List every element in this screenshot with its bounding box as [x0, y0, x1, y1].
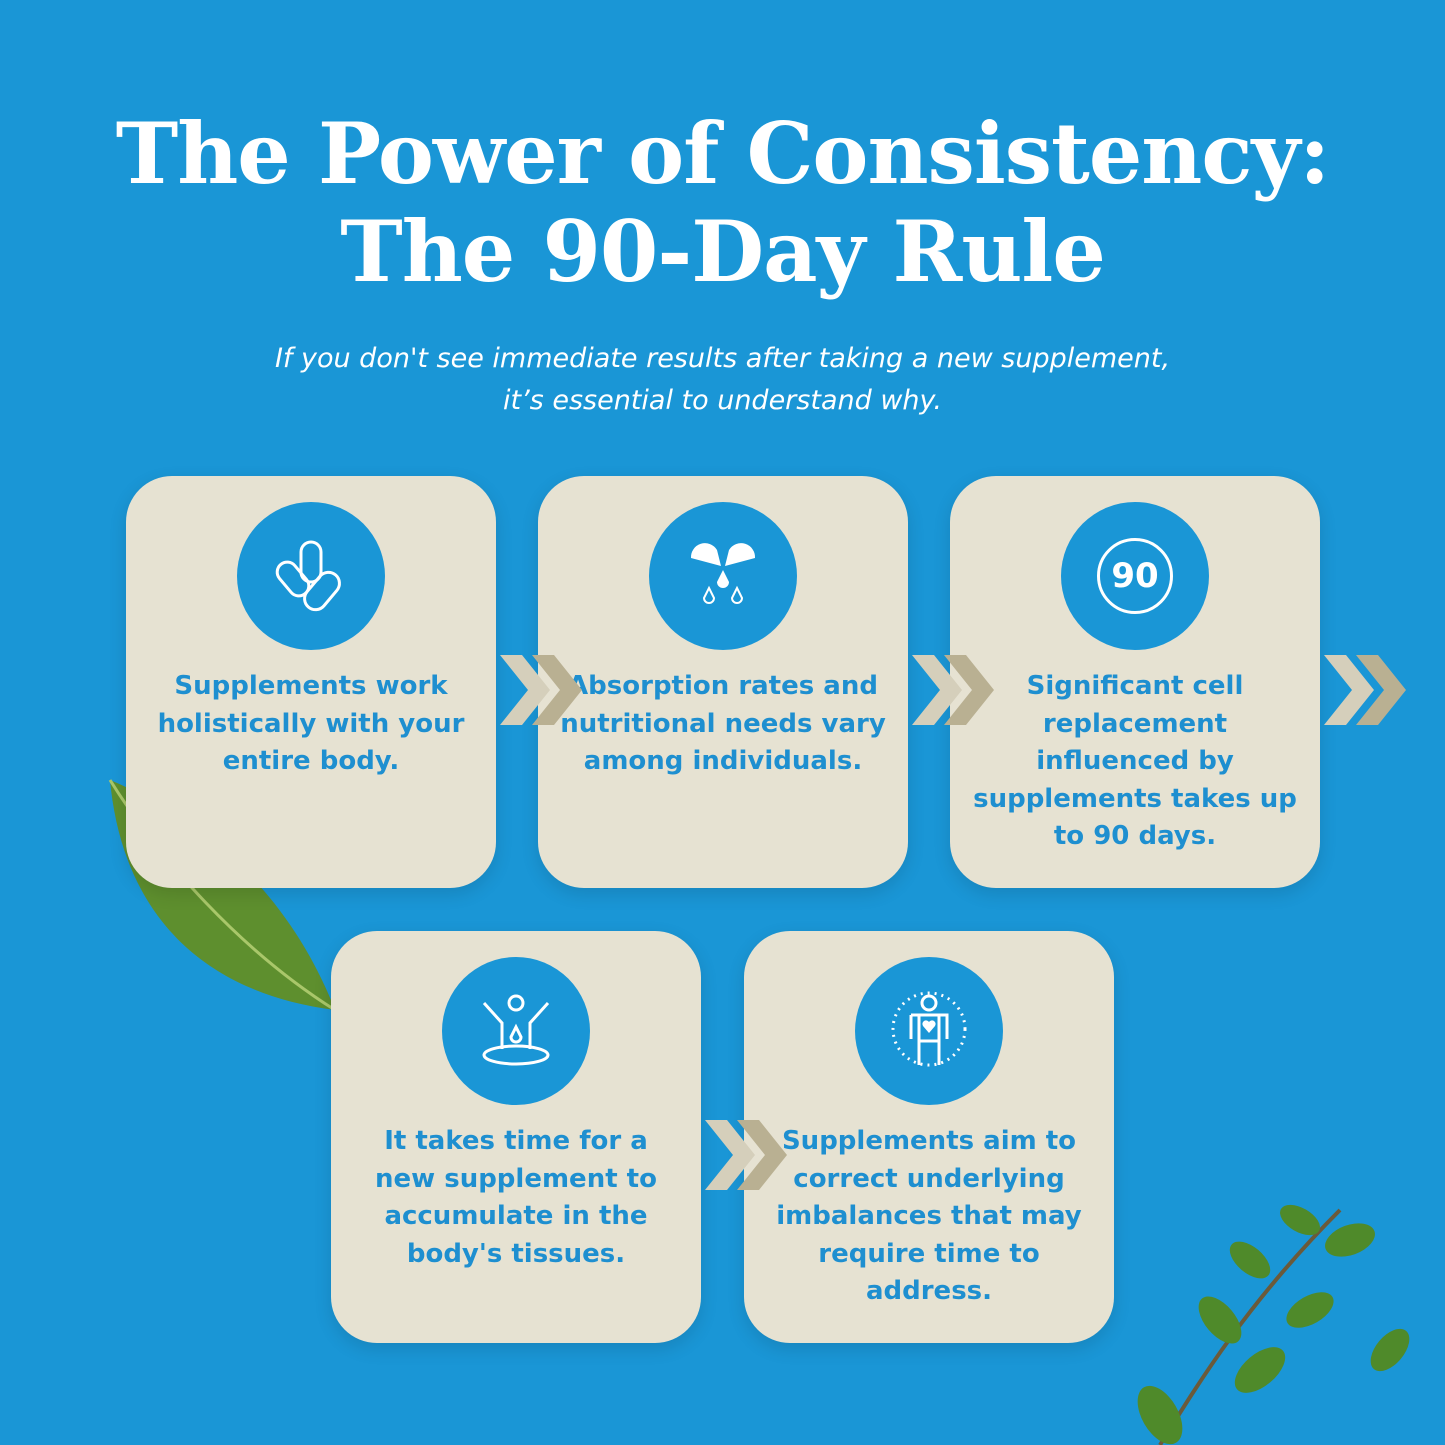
card-holistic: Supplements work holistically with your … [126, 476, 496, 888]
body-absorption-icon [442, 957, 590, 1105]
branch-decoration [1137, 1204, 1410, 1445]
capsule-drops-icon [649, 502, 797, 650]
page-title: The Power of Consistency: The 90-Day Rul… [115, 104, 1331, 301]
chevron-arrow-icon [912, 655, 994, 725]
subtitle: If you don't see immediate results after… [274, 343, 1171, 416]
ninety-days-icon: 90 [1061, 502, 1209, 650]
chevron-arrow-icon [500, 655, 582, 725]
card-imbalances: Supplements aim to correct underlying im… [744, 931, 1114, 1343]
capsules-icon [237, 502, 385, 650]
chevron-arrow-icon [705, 1120, 787, 1190]
chevron-arrow-icon [1324, 655, 1406, 725]
body-heart-icon [855, 957, 1003, 1105]
card-cell-replacement: 90 Significant cell replacement influenc… [950, 476, 1320, 888]
card-accumulate: It takes time for a new supplement to ac… [331, 931, 701, 1343]
card-absorption: Absorption rates and nutritional needs v… [538, 476, 908, 888]
